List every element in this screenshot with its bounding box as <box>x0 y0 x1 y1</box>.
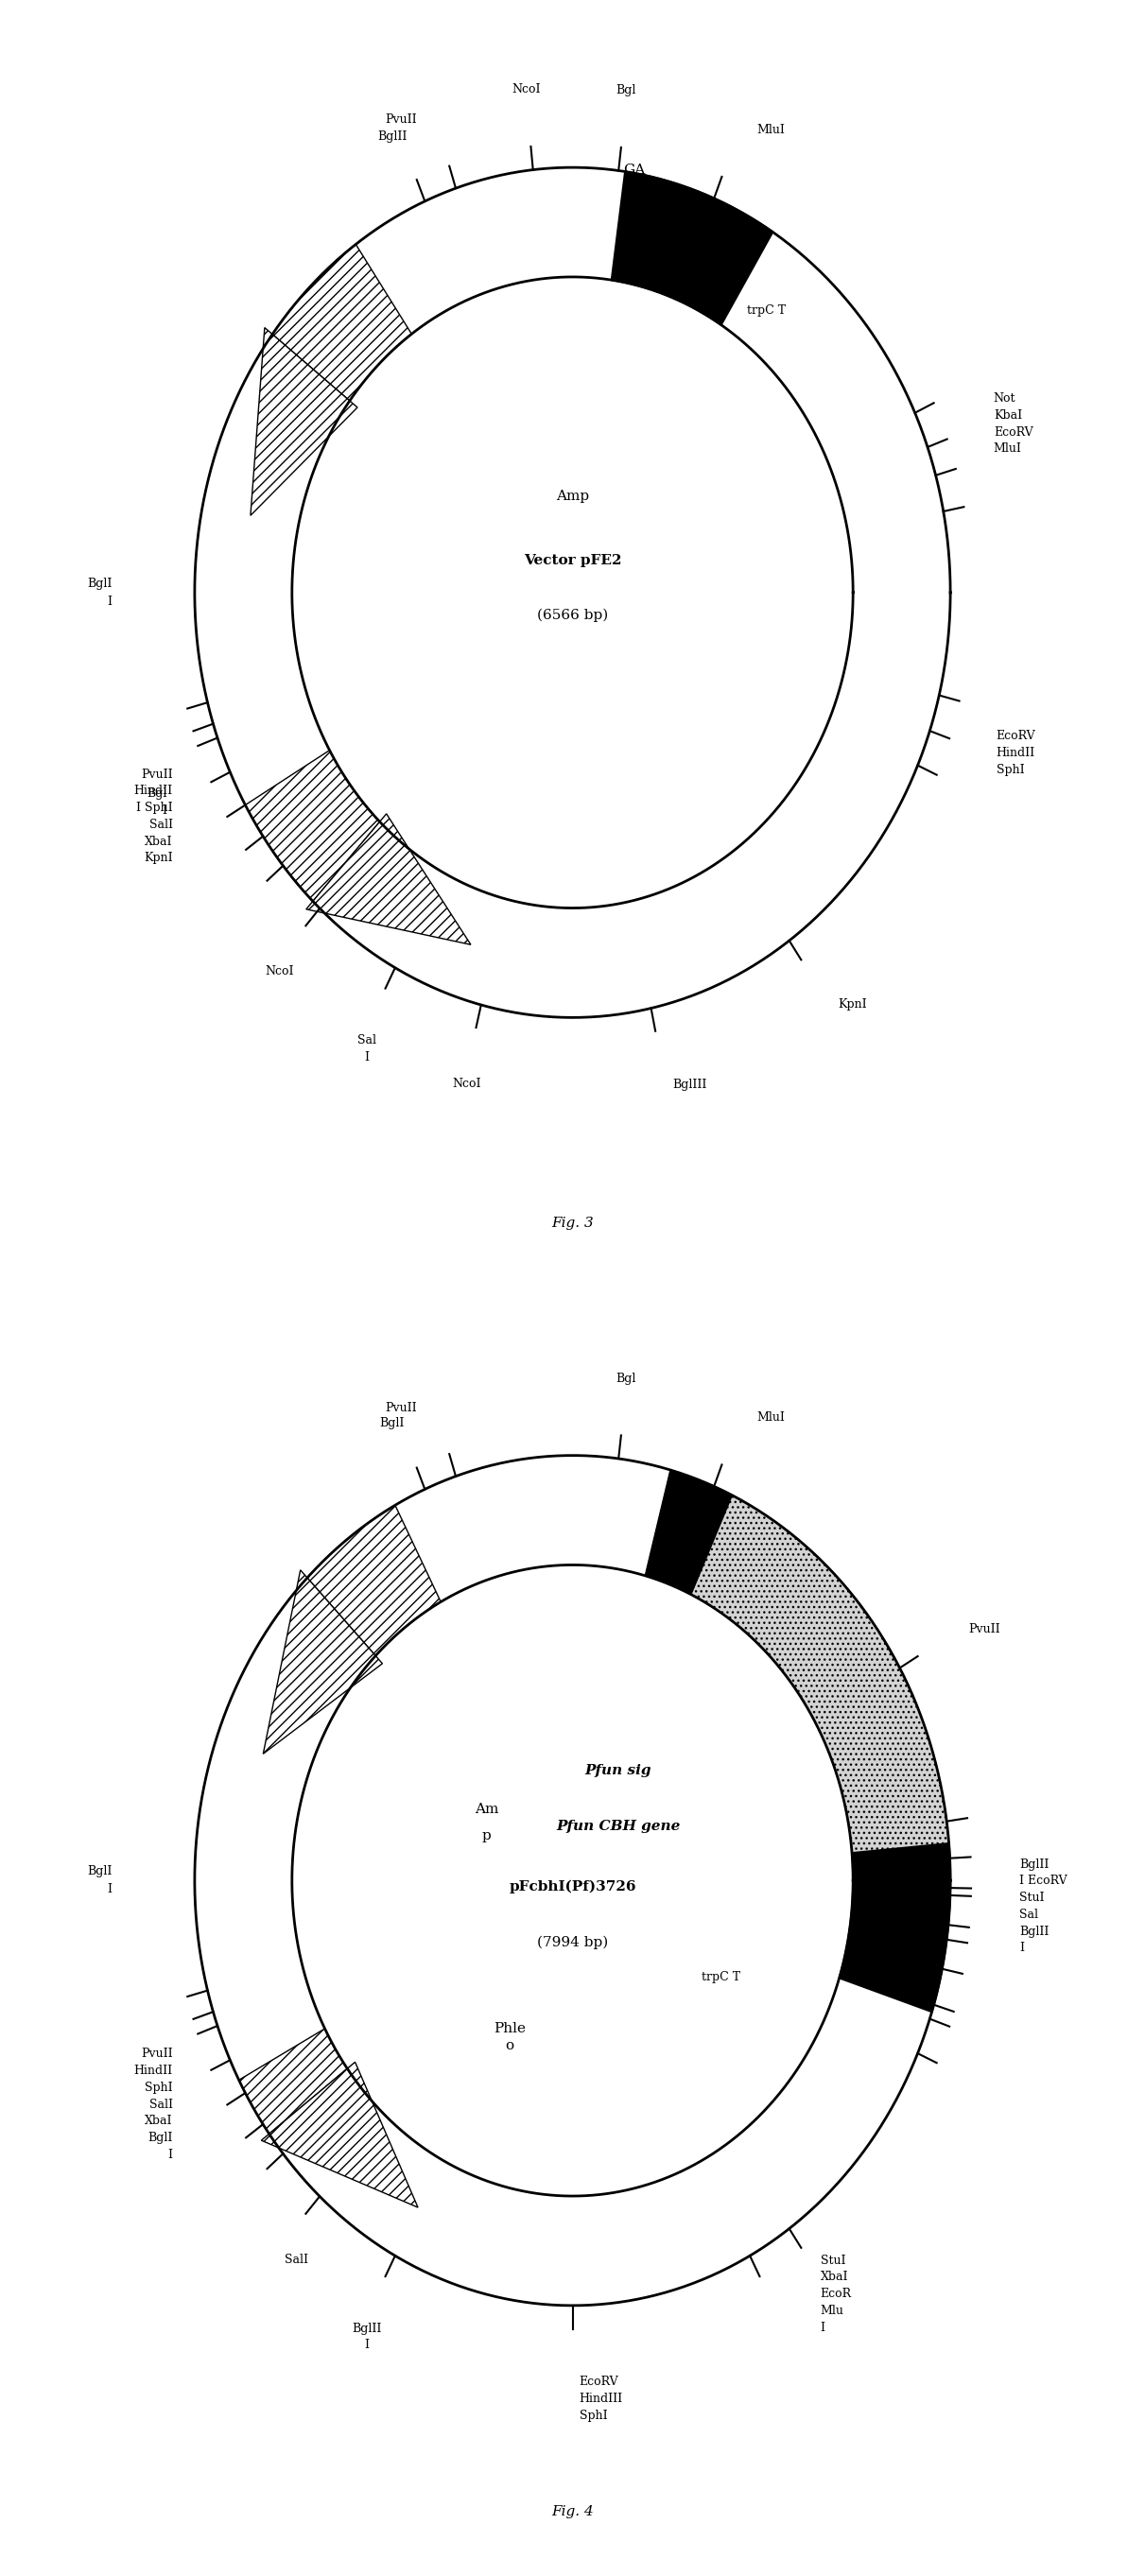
Text: pFcbhI(Pf)3726: pFcbhI(Pf)3726 <box>508 1880 637 1893</box>
Text: HindII: HindII <box>134 2066 173 2076</box>
Text: I: I <box>364 2339 369 2352</box>
Text: Fig. 4: Fig. 4 <box>552 2504 593 2519</box>
Text: MluI: MluI <box>757 124 784 137</box>
Text: Vector pFE2: Vector pFE2 <box>523 554 622 567</box>
Text: Amp: Amp <box>555 489 590 502</box>
Polygon shape <box>251 327 357 515</box>
Polygon shape <box>273 245 411 402</box>
Text: Sal: Sal <box>1019 1909 1039 1922</box>
Text: HindII: HindII <box>996 747 1035 760</box>
Polygon shape <box>660 1476 950 1991</box>
Text: PvuII: PvuII <box>386 113 417 126</box>
Text: KpnI: KpnI <box>838 999 867 1010</box>
Polygon shape <box>645 1471 732 1595</box>
Text: SphI: SphI <box>144 2081 173 2094</box>
Text: StuI: StuI <box>1019 1891 1044 1904</box>
Text: I: I <box>364 1051 369 1064</box>
Polygon shape <box>839 1844 950 2012</box>
Text: I: I <box>1019 1942 1024 1955</box>
Text: StuI: StuI <box>820 2254 845 2267</box>
Text: PvuII: PvuII <box>141 768 173 781</box>
Text: Sal: Sal <box>357 1033 377 1046</box>
Text: I: I <box>108 1883 112 1896</box>
Text: BglI: BglI <box>87 577 112 590</box>
Text: trpC T: trpC T <box>702 1971 741 1984</box>
Text: p: p <box>482 1829 491 1842</box>
Text: I: I <box>820 2321 826 2334</box>
Text: PvuII: PvuII <box>969 1623 1001 1636</box>
Text: o: o <box>505 2038 514 2053</box>
Text: BglI: BglI <box>148 2133 173 2143</box>
Polygon shape <box>263 1569 382 1754</box>
Text: Mlu: Mlu <box>820 2306 844 2316</box>
Text: Bgl: Bgl <box>616 85 635 98</box>
Text: Am: Am <box>475 1803 498 1816</box>
Text: EcoRV: EcoRV <box>579 2375 618 2388</box>
Text: I SphI: I SphI <box>136 801 173 814</box>
Polygon shape <box>261 2061 418 2208</box>
Polygon shape <box>245 750 380 902</box>
Polygon shape <box>195 1455 950 2306</box>
Text: Not: Not <box>994 392 1016 404</box>
Text: BglII: BglII <box>352 2321 381 2334</box>
Text: EcoR: EcoR <box>820 2287 852 2300</box>
Text: PvuII: PvuII <box>386 1401 417 1414</box>
Text: BglII: BglII <box>377 131 406 142</box>
Text: SalI: SalI <box>149 819 173 832</box>
Text: XbaI: XbaI <box>145 2115 173 2128</box>
Text: (6566 bp): (6566 bp) <box>537 608 608 623</box>
Polygon shape <box>195 167 950 1018</box>
Text: (7994 bp): (7994 bp) <box>537 1935 608 1950</box>
Text: SphI: SphI <box>579 2409 607 2421</box>
Text: BglII: BglII <box>1019 1857 1049 1870</box>
Polygon shape <box>611 173 773 325</box>
Text: Phleo: Phleo <box>352 881 393 894</box>
Text: Bgl: Bgl <box>616 1373 635 1386</box>
Text: PvuII: PvuII <box>141 2048 173 2061</box>
Text: XbaI: XbaI <box>820 2272 848 2282</box>
Polygon shape <box>306 814 471 945</box>
Text: MluI: MluI <box>994 443 1021 456</box>
Text: BglI: BglI <box>380 1417 404 1430</box>
Text: XbaI: XbaI <box>145 835 173 848</box>
Text: Pfun CBH gene: Pfun CBH gene <box>556 1819 680 1834</box>
Text: I: I <box>163 804 167 817</box>
Text: KbaI: KbaI <box>994 410 1022 422</box>
Text: Pfun sig: Pfun sig <box>585 1765 652 1777</box>
Text: HindII: HindII <box>134 786 173 799</box>
Text: Fig. 3: Fig. 3 <box>552 1216 593 1231</box>
Polygon shape <box>307 1504 441 1656</box>
Text: I: I <box>108 595 112 608</box>
Text: Bgl: Bgl <box>147 788 167 801</box>
Text: SphI: SphI <box>996 762 1024 775</box>
Text: HindIII: HindIII <box>579 2393 623 2406</box>
Text: trpC T: trpC T <box>747 304 785 317</box>
Polygon shape <box>239 2030 347 2133</box>
Text: BglIII: BglIII <box>672 1079 706 1090</box>
Text: EcoRV: EcoRV <box>996 729 1035 742</box>
Text: SalI: SalI <box>285 2254 309 2267</box>
Text: BglII: BglII <box>1019 1924 1049 1937</box>
Text: MluI: MluI <box>757 1412 784 1425</box>
Text: GA: GA <box>624 162 646 178</box>
Text: SalI: SalI <box>149 2099 173 2110</box>
Text: Phle: Phle <box>493 2022 526 2035</box>
Text: NcoI: NcoI <box>512 82 542 95</box>
Text: I: I <box>168 2148 173 2161</box>
Text: EcoRV: EcoRV <box>994 425 1033 438</box>
Text: BglI: BglI <box>87 1865 112 1878</box>
Text: KpnI: KpnI <box>144 853 173 866</box>
Text: NcoI: NcoI <box>264 966 293 979</box>
Text: I EcoRV: I EcoRV <box>1019 1875 1067 1888</box>
Text: NcoI: NcoI <box>452 1077 481 1090</box>
